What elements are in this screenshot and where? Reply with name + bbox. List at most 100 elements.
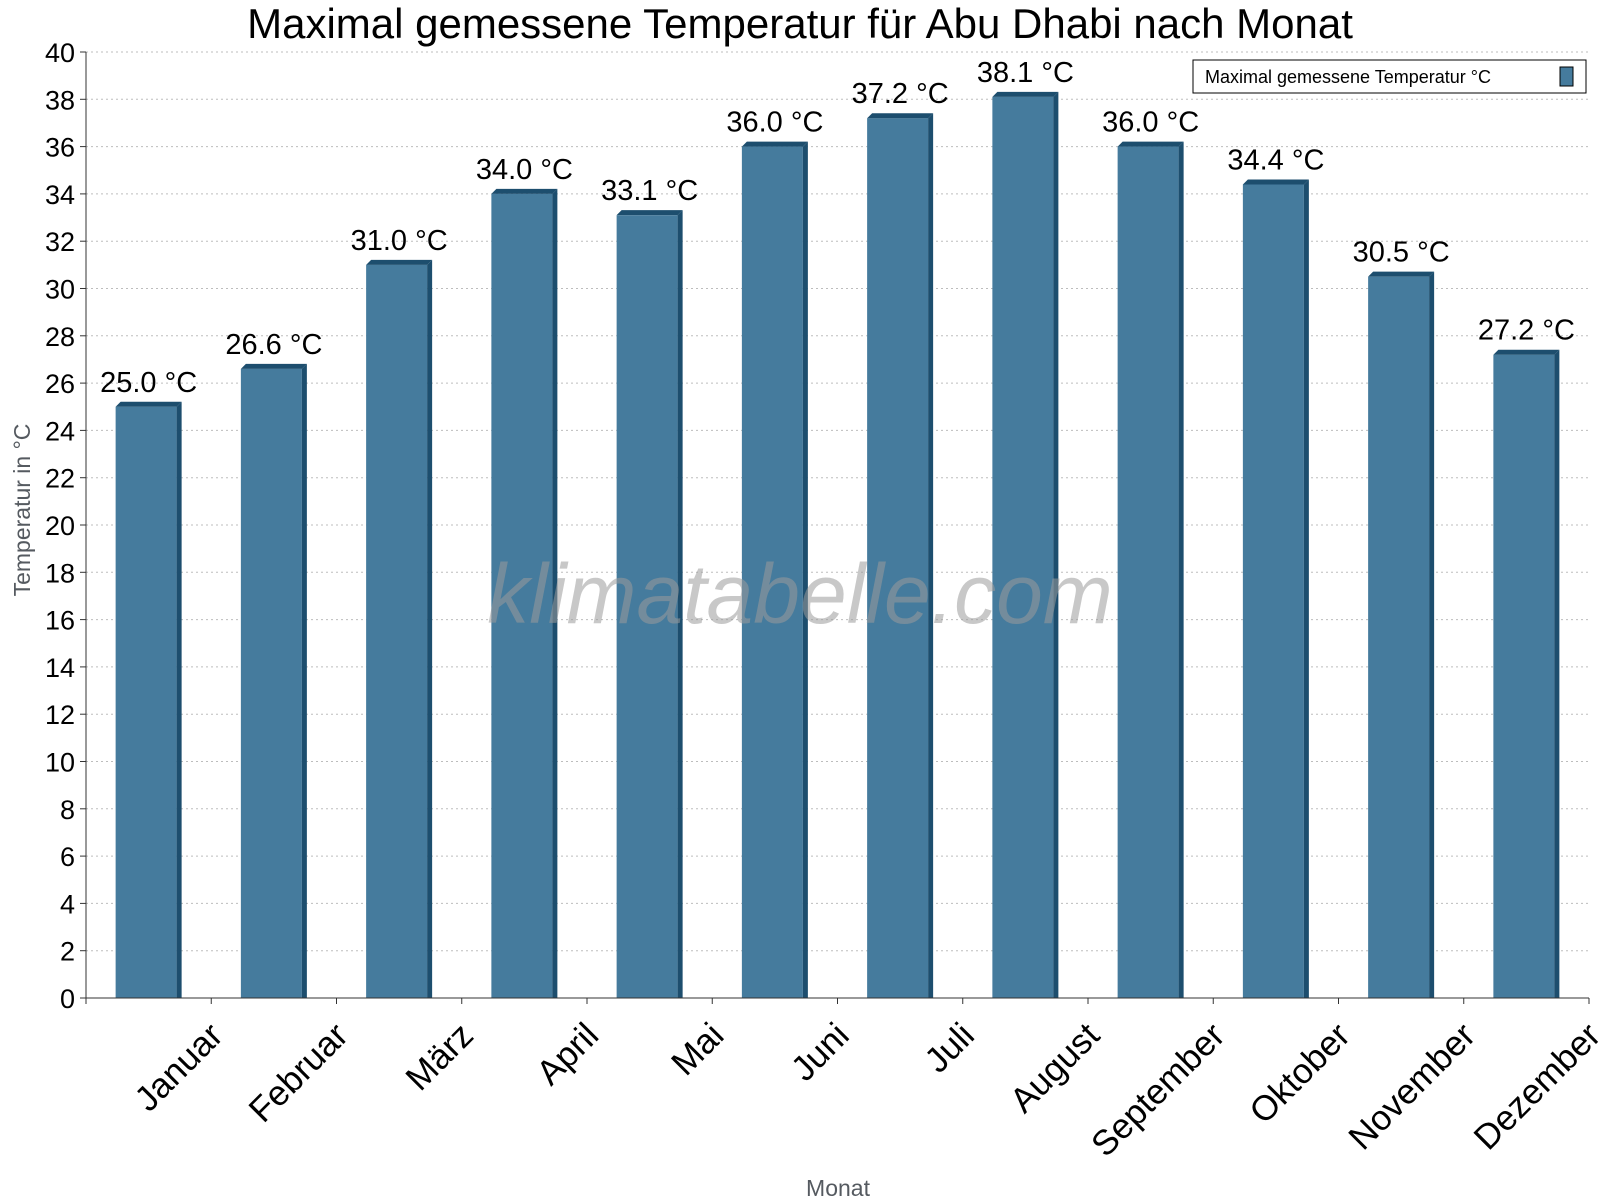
y-tick-label: 38	[45, 85, 75, 115]
bar-side	[176, 401, 182, 998]
bar-dezember	[1493, 349, 1560, 999]
bar-top	[741, 141, 808, 147]
bar-top	[992, 91, 1059, 97]
bar-side	[1303, 179, 1309, 998]
y-tick-label: 30	[45, 275, 75, 305]
data-label: 36.0 °C	[726, 107, 823, 139]
bar-front	[366, 264, 428, 999]
bar-juni	[741, 141, 808, 999]
y-tick-label: 36	[45, 133, 75, 163]
bar-juli	[867, 113, 934, 999]
bar-front	[240, 368, 302, 998]
y-tick-label: 0	[60, 984, 75, 1014]
data-label: 37.2 °C	[852, 78, 949, 110]
data-label: 34.4 °C	[1227, 144, 1324, 176]
x-tick-label: Mai	[664, 1016, 731, 1083]
y-tick-label: 34	[45, 180, 75, 210]
data-label: 36.0 °C	[1102, 107, 1199, 139]
x-axis-title: Monat	[806, 1175, 871, 1200]
y-tick-label: 26	[45, 369, 75, 399]
x-tick-label: August	[1003, 1015, 1108, 1120]
bars	[115, 91, 1560, 999]
data-label: 33.1 °C	[601, 175, 698, 207]
bar-januar	[115, 401, 182, 998]
bar-top	[867, 113, 934, 119]
bar-front	[1117, 146, 1179, 999]
x-tick-label: April	[529, 1016, 606, 1093]
x-tick-label: November	[1341, 1015, 1483, 1157]
bar-side	[552, 188, 558, 998]
bar-april	[491, 188, 558, 998]
x-tick-label: Juli	[917, 1016, 982, 1081]
bar-front	[1242, 184, 1304, 998]
bar-top	[115, 401, 182, 407]
x-tick-label: Dezember	[1466, 1015, 1600, 1157]
data-label: 26.6 °C	[225, 329, 322, 361]
bar-front	[1368, 276, 1430, 998]
bar-mai	[616, 210, 683, 998]
data-label: 34.0 °C	[476, 154, 573, 186]
bar-side	[301, 363, 307, 998]
bar-top	[616, 210, 683, 216]
bar-top	[491, 188, 558, 194]
bar-front	[992, 96, 1054, 998]
bar-front	[491, 193, 553, 998]
bar-side	[928, 113, 934, 999]
bar-side	[1429, 271, 1435, 998]
data-label: 31.0 °C	[351, 225, 448, 257]
x-tick-labels: Januar Februar März April Mai Juni Juli AugustS…	[127, 1015, 1600, 1164]
x-tick-label: September	[1084, 1015, 1233, 1164]
data-label: 38.1 °C	[977, 57, 1074, 89]
x-tick-label: Februar	[241, 1015, 355, 1129]
axes	[80, 51, 1590, 1004]
bar-front	[741, 146, 803, 999]
bar-februar	[240, 363, 307, 998]
y-axis-title: Temperatur in °C	[9, 424, 35, 597]
bar-september	[1117, 141, 1184, 999]
bar-top	[1368, 271, 1435, 277]
bar-front	[1493, 354, 1555, 999]
legend-label: Maximal gemessene Temperatur °C	[1205, 67, 1491, 87]
bar-top	[1117, 141, 1184, 147]
bar-front	[867, 118, 929, 999]
bar-top	[1242, 179, 1309, 185]
x-tick-label: Juni	[784, 1016, 857, 1089]
legend-box	[1192, 59, 1587, 94]
y-tick-label: 2	[60, 937, 75, 967]
bar-top	[1493, 349, 1560, 355]
bar-märz	[366, 259, 433, 999]
bar-oktober	[1242, 179, 1309, 998]
x-tick-label: Oktober	[1242, 1015, 1358, 1131]
y-tick-label: 6	[60, 842, 75, 872]
bar-side	[1053, 91, 1059, 998]
x-tick-label: März	[398, 1016, 481, 1099]
y-tick-label: 12	[45, 700, 75, 730]
bar-top	[240, 363, 307, 369]
legend: Maximal gemessene Temperatur °C	[1192, 59, 1587, 94]
y-tick-label: 10	[45, 748, 75, 778]
y-tick-label: 40	[45, 38, 75, 68]
y-tick-label: 28	[45, 322, 75, 352]
data-label: 27.2 °C	[1478, 315, 1575, 347]
bar-side	[427, 259, 433, 999]
y-tick-label: 22	[45, 464, 75, 494]
grid-lines	[86, 51, 1589, 952]
bar-side	[802, 141, 808, 999]
legend-swatch	[1559, 66, 1574, 87]
y-tick-label: 18	[45, 558, 75, 588]
bar-front	[616, 215, 678, 998]
chart-title: Maximal gemessene Temperatur für Abu Dha…	[247, 0, 1353, 47]
y-tick-label: 8	[60, 795, 75, 825]
y-tick-label: 4	[60, 889, 75, 919]
data-label: 25.0 °C	[100, 367, 197, 399]
x-tick-label: Januar	[127, 1015, 230, 1118]
bar-top	[366, 259, 433, 265]
bar-side	[677, 210, 683, 998]
bar-august	[992, 91, 1059, 998]
y-tick-label: 24	[45, 416, 75, 446]
watermark-text: klimatabelle.com	[487, 547, 1113, 641]
y-tick-label: 32	[45, 227, 75, 257]
bar-side	[1178, 141, 1184, 999]
